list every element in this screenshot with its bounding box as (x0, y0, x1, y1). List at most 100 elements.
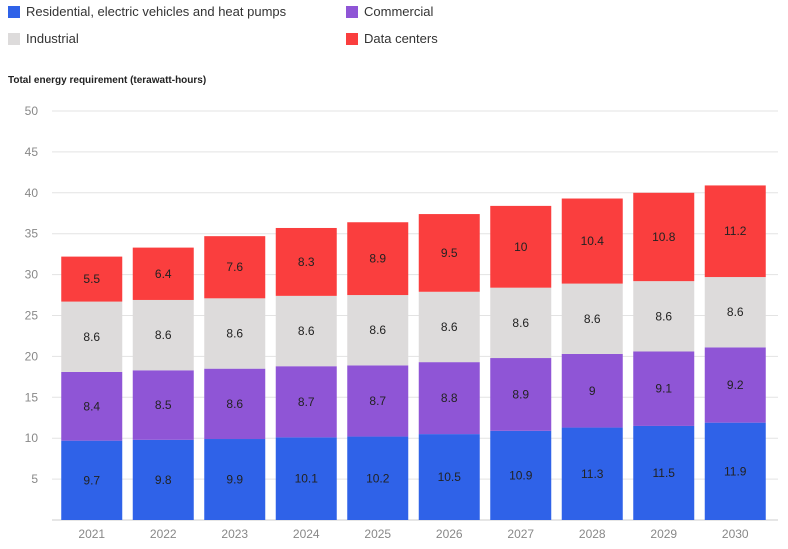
bar-segment-2030-1 (704, 347, 766, 423)
x-tick-label-2026: 2026 (436, 527, 463, 541)
data-label-2025-1: 8.7 (369, 394, 386, 408)
bar-segment-2023-1 (204, 368, 266, 440)
data-label-2023-3: 7.6 (226, 260, 243, 274)
bar-segment-2022-0 (132, 439, 194, 520)
bar-segment-2030-3 (704, 185, 766, 278)
y-tick-label-20: 20 (25, 349, 39, 363)
bar-segment-2022-2 (132, 299, 194, 371)
bar-segment-2023-0 (204, 439, 266, 520)
data-label-2021-1: 8.4 (83, 399, 100, 413)
bar-segment-2027-0 (490, 430, 552, 520)
x-tick-label-2029: 2029 (650, 527, 677, 541)
chart-legend: Residential, electric vehicles and heat … (0, 0, 788, 60)
data-label-2027-3: 10 (514, 240, 528, 254)
data-label-2024-2: 8.6 (298, 324, 315, 338)
data-label-2023-2: 8.6 (226, 326, 243, 340)
bar-segment-2024-2 (275, 295, 337, 367)
bar-segment-2028-3 (561, 198, 623, 284)
data-label-2021-2: 8.6 (83, 330, 100, 344)
bar-segment-2026-2 (418, 291, 480, 363)
x-tick-label-2028: 2028 (579, 527, 606, 541)
bar-segment-2030-2 (704, 277, 766, 348)
data-label-2026-0: 10.5 (438, 470, 462, 484)
data-label-2026-2: 8.6 (441, 320, 458, 334)
data-label-2022-1: 8.5 (155, 398, 172, 412)
legend-swatch-data-centers (346, 32, 358, 45)
x-tick-label-2022: 2022 (150, 527, 177, 541)
bar-segment-2028-2 (561, 283, 623, 354)
data-label-2029-2: 8.6 (655, 309, 672, 323)
data-label-2029-3: 10.8 (652, 230, 676, 244)
data-label-2021-0: 9.7 (83, 473, 100, 487)
data-label-2022-2: 8.6 (155, 328, 172, 342)
legend-swatch-commercial (346, 5, 358, 18)
bar-segment-2025-1 (347, 365, 409, 437)
data-label-2023-0: 9.9 (226, 473, 243, 487)
bar-segment-2028-0 (561, 427, 623, 520)
data-label-2025-3: 8.9 (369, 252, 386, 266)
legend-item-commercial: Commercial (346, 4, 433, 19)
bar-segment-2030-0 (704, 422, 766, 520)
legend-swatch-industrial (8, 32, 20, 45)
bar-segment-2022-1 (132, 370, 194, 440)
data-label-2022-0: 9.8 (155, 473, 172, 487)
data-label-2028-1: 9 (589, 384, 596, 398)
bar-segment-2021-2 (61, 301, 123, 372)
y-tick-label-45: 45 (25, 145, 39, 159)
x-tick-label-2021: 2021 (78, 527, 105, 541)
data-label-2027-0: 10.9 (509, 468, 533, 482)
x-tick-label-2023: 2023 (221, 527, 248, 541)
x-tick-label-2030: 2030 (722, 527, 749, 541)
data-label-2024-0: 10.1 (295, 472, 319, 486)
data-label-2028-3: 10.4 (581, 234, 605, 248)
y-tick-label-40: 40 (25, 186, 39, 200)
data-label-2030-2: 8.6 (727, 305, 744, 319)
data-label-2030-1: 9.2 (727, 378, 744, 392)
y-tick-label-50: 50 (25, 104, 39, 118)
x-tick-label-2024: 2024 (293, 527, 320, 541)
data-label-2024-1: 8.7 (298, 395, 315, 409)
legend-label-industrial: Industrial (26, 31, 79, 46)
bar-segment-2026-3 (418, 214, 480, 292)
legend-label-commercial: Commercial (364, 4, 434, 19)
y-tick-label-25: 25 (25, 309, 39, 323)
y-tick-label-30: 30 (25, 268, 39, 282)
data-label-2021-3: 5.5 (83, 272, 100, 286)
bar-segment-2022-3 (132, 247, 194, 300)
legend-item-residential: Residential, electric vehicles and heat … (8, 4, 286, 19)
x-tick-label-2025: 2025 (364, 527, 391, 541)
bar-segment-2025-2 (347, 295, 409, 366)
data-label-2025-0: 10.2 (366, 471, 390, 485)
bar-segment-2024-3 (275, 227, 337, 296)
bar-segment-2027-1 (490, 358, 552, 431)
bar-segment-2021-1 (61, 371, 123, 441)
bar-segment-2024-1 (275, 366, 337, 438)
bar-segment-2023-2 (204, 298, 266, 369)
bar-segment-2029-3 (633, 192, 695, 282)
data-label-2025-2: 8.6 (369, 323, 386, 337)
bar-segment-2026-1 (418, 362, 480, 435)
bar-segment-2029-2 (633, 281, 695, 352)
data-label-2026-3: 9.5 (441, 246, 458, 260)
legend-swatch-residential (8, 5, 20, 18)
legend-label-residential: Residential, electric vehicles and heat … (26, 4, 287, 19)
bar-segment-2021-3 (61, 256, 123, 302)
bar-segment-2027-3 (490, 205, 552, 288)
data-label-2024-3: 8.3 (298, 255, 315, 269)
y-tick-label-10: 10 (25, 431, 39, 445)
data-label-2022-3: 6.4 (155, 267, 172, 281)
data-label-2028-0: 11.3 (581, 467, 604, 481)
data-label-2030-0: 11.9 (724, 464, 747, 478)
legend-item-data-centers: Data centers (346, 31, 438, 46)
bar-segment-2026-0 (418, 434, 480, 520)
y-axis-title: Total energy requirement (terawatt-hours… (8, 75, 207, 86)
data-label-2027-2: 8.6 (512, 316, 529, 330)
bar-segment-2021-0 (61, 440, 123, 520)
bar-segment-2024-0 (275, 437, 337, 520)
data-label-2030-3: 11.2 (724, 224, 747, 238)
data-label-2023-1: 8.6 (226, 397, 243, 411)
data-label-2029-0: 11.5 (653, 466, 676, 480)
x-tick-label-2027: 2027 (507, 527, 534, 541)
bar-segment-2025-0 (347, 436, 409, 520)
